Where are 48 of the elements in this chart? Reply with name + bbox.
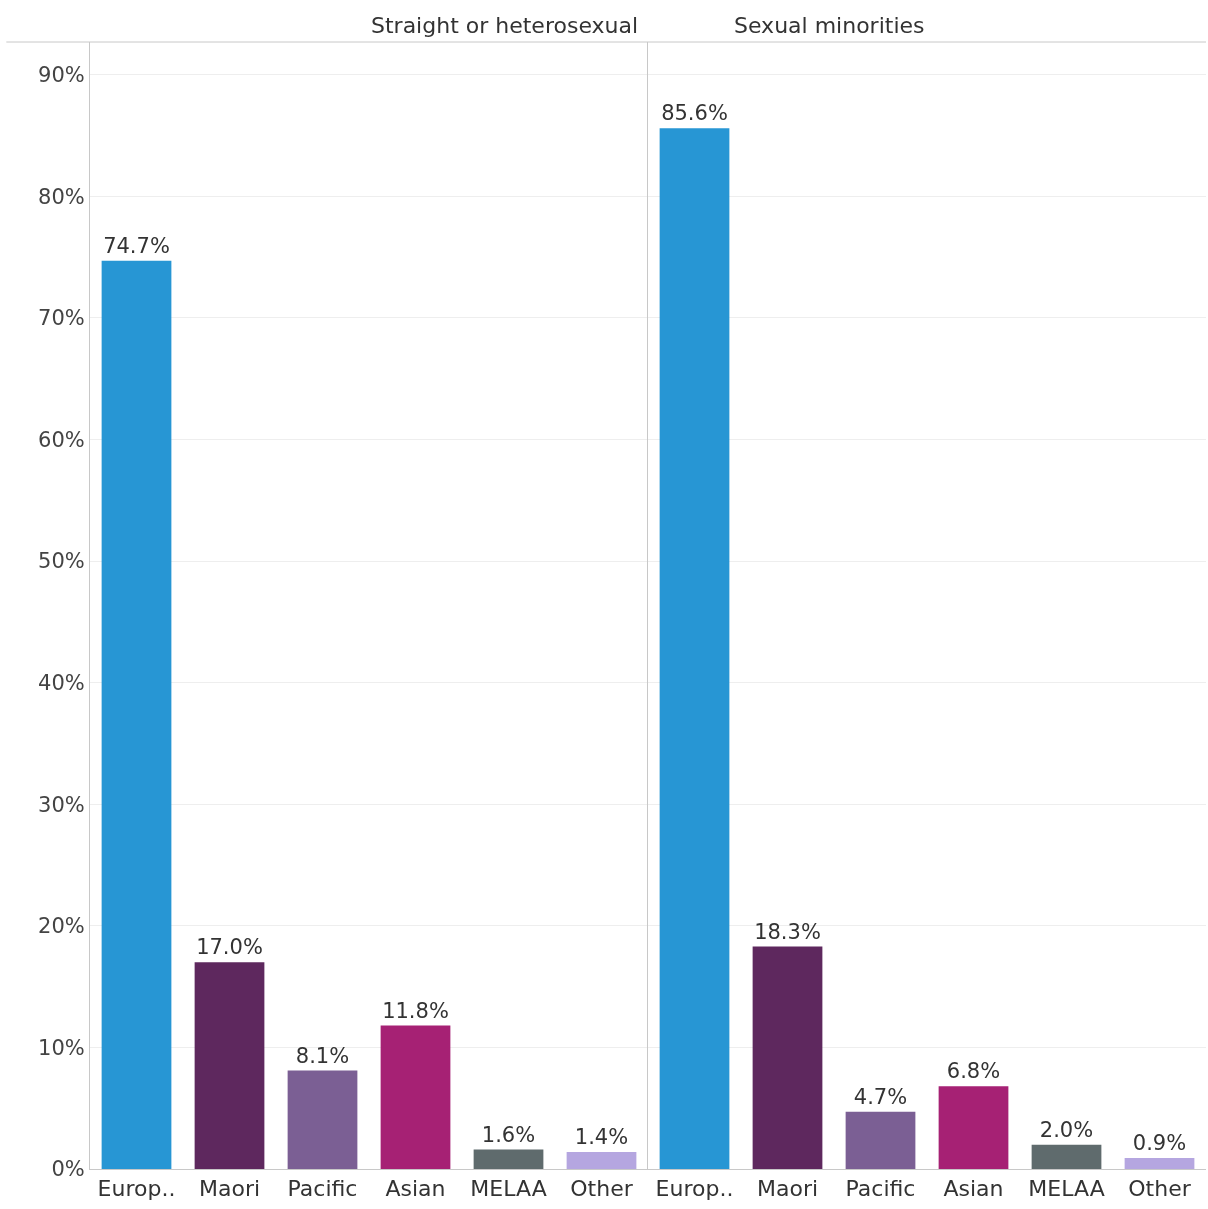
x-tick-label: Other	[1128, 1176, 1192, 1202]
y-tick-label: 0%	[51, 1157, 85, 1182]
y-tick-label: 70%	[38, 306, 85, 331]
x-tick-label: Asian	[943, 1176, 1004, 1202]
bar	[566, 1151, 637, 1169]
y-tick-label: 50%	[38, 549, 85, 574]
chart-title: Straight or heterosexual	[371, 13, 639, 38]
bar	[752, 946, 823, 1169]
y-tick-label: 80%	[38, 184, 85, 209]
data-label: 0.9%	[1132, 1131, 1187, 1156]
data-label: 18.3%	[754, 919, 821, 944]
x-tick-label: MELAA	[1028, 1176, 1105, 1202]
x-tick-label: Other	[570, 1176, 634, 1202]
data-label: 11.8%	[382, 998, 449, 1023]
data-label: 1.4%	[574, 1124, 629, 1149]
data-label: 17.0%	[196, 935, 263, 960]
y-tick-label: 20%	[38, 914, 85, 939]
y-tick-label: 10%	[38, 1035, 85, 1060]
y-tick-label: 60%	[38, 427, 85, 452]
bar	[845, 1111, 916, 1169]
chart-title: Sexual minorities	[734, 13, 925, 38]
x-tick-label: Asian	[385, 1176, 446, 1202]
x-tick-label: Pacific	[845, 1176, 916, 1202]
bar	[1031, 1144, 1102, 1169]
data-label: 6.8%	[946, 1059, 1001, 1084]
x-tick-label: Maori	[756, 1176, 819, 1202]
data-label: 85.6%	[661, 101, 728, 126]
x-tick-label: Pacific	[287, 1176, 358, 1202]
bar	[659, 128, 730, 1169]
bar	[287, 1070, 358, 1169]
data-label: 1.6%	[481, 1122, 536, 1147]
data-label: 4.7%	[853, 1084, 908, 1109]
bar	[938, 1086, 1009, 1169]
bar	[473, 1149, 544, 1169]
data-label: 74.7%	[103, 233, 170, 258]
bar	[101, 260, 172, 1169]
x-tick-label: Europ..	[97, 1176, 176, 1202]
y-tick-label: 40%	[38, 671, 85, 696]
y-tick-label: 90%	[38, 63, 85, 88]
x-tick-label: Europ..	[655, 1176, 734, 1202]
bar	[1124, 1158, 1195, 1169]
x-tick-label: MELAA	[470, 1176, 547, 1202]
bar	[194, 962, 265, 1169]
y-tick-label: 30%	[38, 792, 85, 817]
data-label: 2.0%	[1039, 1117, 1094, 1142]
data-label: 8.1%	[295, 1043, 350, 1068]
x-tick-label: Maori	[198, 1176, 261, 1202]
bar	[380, 1025, 451, 1169]
